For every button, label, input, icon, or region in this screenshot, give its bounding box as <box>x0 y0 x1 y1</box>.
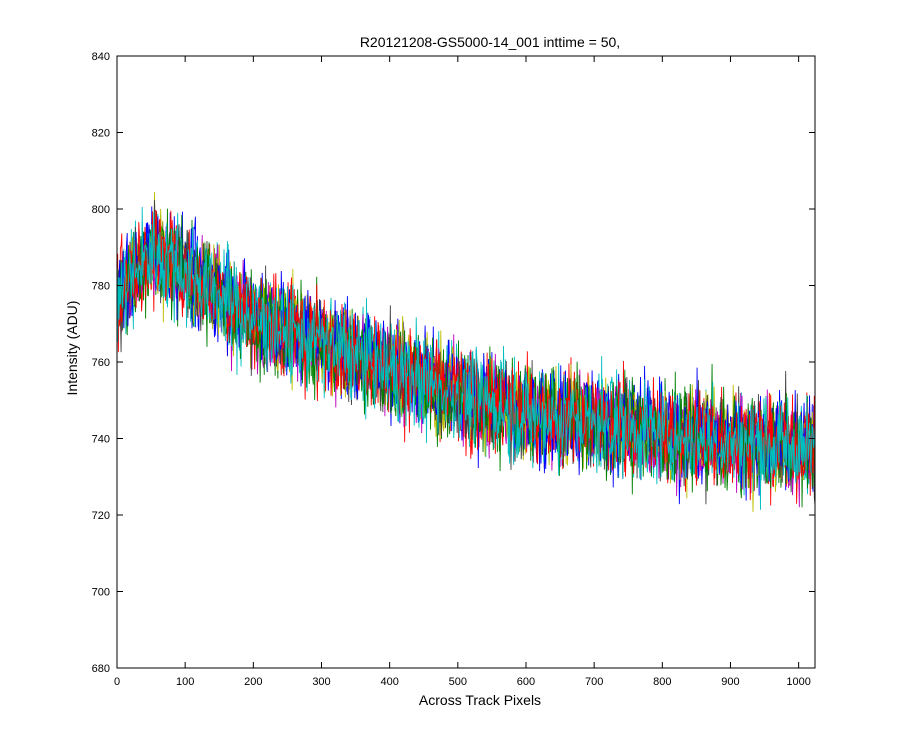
x-tick-label: 0 <box>114 676 120 688</box>
x-tick-label: 100 <box>176 676 194 688</box>
series-layer <box>116 192 816 512</box>
x-tick-label: 700 <box>585 676 603 688</box>
x-tick-label: 400 <box>380 676 398 688</box>
series-line-frame-11 <box>116 206 816 510</box>
y-tick-label: 780 <box>92 281 110 293</box>
series-line-frame-10 <box>116 209 816 501</box>
x-tick-label: 500 <box>449 676 467 688</box>
x-tick-label: 800 <box>653 676 671 688</box>
y-tick-label: 720 <box>92 510 110 522</box>
y-tick-label: 800 <box>92 204 110 216</box>
x-tick-label: 900 <box>721 676 739 688</box>
y-tick-label: 680 <box>92 663 110 675</box>
x-tick-label: 600 <box>517 676 535 688</box>
y-tick-label: 760 <box>92 357 110 369</box>
x-tick-label: 200 <box>244 676 262 688</box>
x-tick-label: 1000 <box>786 676 810 688</box>
y-tick-label: 740 <box>92 434 110 446</box>
y-tick-label: 820 <box>92 128 110 140</box>
y-axis-label: Intensity (ADU) <box>64 301 80 396</box>
x-tick-label: 300 <box>312 676 330 688</box>
y-axis-ticks: 680 700 720 740 760 780 800 820 840 <box>92 51 815 675</box>
chart-title: R20121208-GS5000-14_001 inttime = 50, <box>360 34 620 50</box>
y-tick-label: 840 <box>92 51 110 63</box>
x-axis-label: Across Track Pixels <box>419 692 541 708</box>
y-tick-label: 700 <box>92 587 110 599</box>
x-axis-ticks: 0 100 200 300 400 500 600 700 800 900 1000 <box>114 56 811 688</box>
